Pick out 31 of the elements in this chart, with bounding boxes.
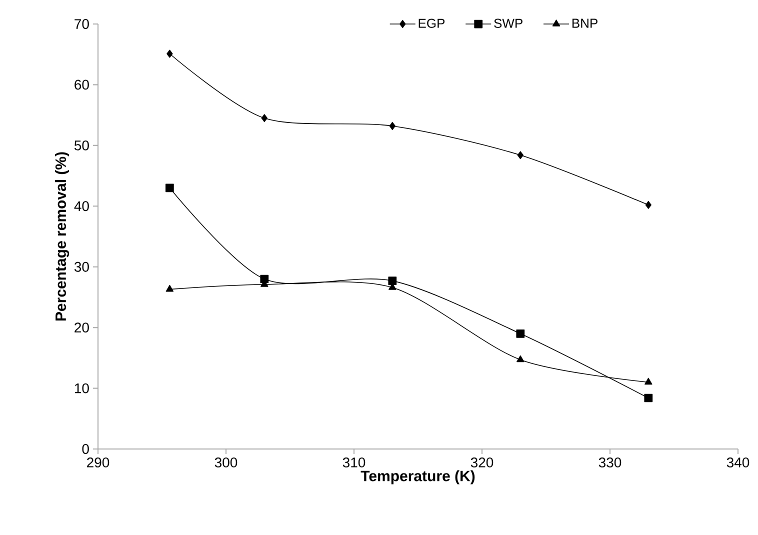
y-tick-label: 10 xyxy=(74,383,89,394)
x-tick-label: 300 xyxy=(214,458,238,468)
x-tick-label: 340 xyxy=(726,458,750,468)
point xyxy=(388,276,397,286)
point xyxy=(645,200,652,209)
legend-label: EGP xyxy=(418,18,445,28)
point xyxy=(516,329,525,338)
x-axis-title: Temperature (K) xyxy=(360,470,475,484)
legend-label: BNP xyxy=(572,18,598,28)
point xyxy=(644,394,653,402)
y-tick-label: 60 xyxy=(74,80,89,90)
x-tick-label: 290 xyxy=(87,458,110,468)
y-axis-title: Percentage removal (%) xyxy=(55,152,70,321)
y-tick-label: 50 xyxy=(74,140,89,150)
y-tick-label: 40 xyxy=(74,201,89,212)
point xyxy=(517,151,524,160)
point xyxy=(261,114,268,122)
point xyxy=(644,378,652,385)
point xyxy=(166,284,174,292)
point xyxy=(516,355,524,362)
x-tick-label: 310 xyxy=(342,458,366,468)
point xyxy=(166,50,173,58)
y-tick-label: 0 xyxy=(82,444,89,454)
y-tick-label: 20 xyxy=(74,322,89,333)
point xyxy=(389,122,396,130)
y-tick-label: 30 xyxy=(74,262,89,272)
x-tick-label: 320 xyxy=(470,458,494,468)
legend-label: SWP xyxy=(494,18,522,28)
y-tick-label: 70 xyxy=(74,19,89,29)
point xyxy=(165,184,174,192)
x-tick-label: 330 xyxy=(598,458,622,468)
